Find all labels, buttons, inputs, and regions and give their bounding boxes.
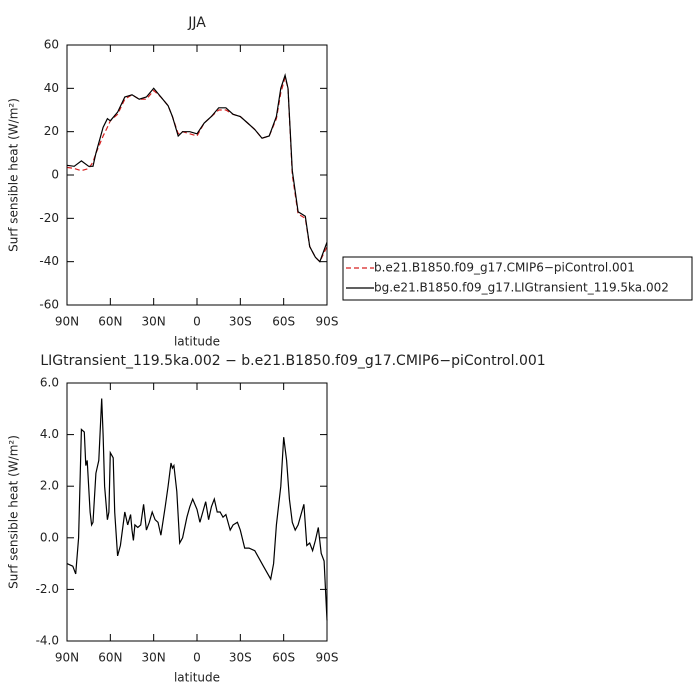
- x-tick-label: 30S: [229, 651, 252, 665]
- y-axis-label: Surf sensible heat (W/m²): [7, 98, 21, 252]
- y-tick-label: 40: [44, 81, 59, 95]
- legend-box: [342, 256, 693, 301]
- data-line: [66, 398, 328, 621]
- x-tick-label: 60N: [98, 315, 122, 329]
- data-line: [66, 73, 328, 263]
- y-tick-label: 6.0: [40, 376, 59, 390]
- y-tick-label: -2.0: [36, 582, 59, 596]
- x-tick-label: 60S: [272, 651, 295, 665]
- chart-title: LIGtransient_119.5ka.002 − b.e21.B1850.f…: [40, 353, 545, 369]
- x-tick-label: 30N: [142, 315, 166, 329]
- x-tick-label: 0: [193, 651, 201, 665]
- y-tick-label: -60: [39, 298, 59, 312]
- y-tick-label: 20: [44, 124, 59, 138]
- y-tick-label: 4.0: [40, 427, 59, 441]
- y-axis-label: Surf sensible heat (W/m²): [7, 435, 21, 589]
- y-tick-label: 0: [51, 168, 59, 182]
- y-tick-label: -20: [39, 211, 59, 225]
- y-tick-label: -40: [39, 254, 59, 268]
- legend-label: bg.e21.B1850.f09_g17.LIGtransient_119.5k…: [374, 281, 669, 295]
- x-tick-label: 0: [193, 315, 201, 329]
- legend-label: b.e21.B1850.f09_g17.CMIP6−piControl.001: [374, 261, 635, 275]
- x-tick-label: 90S: [316, 651, 339, 665]
- y-tick-label: -4.0: [36, 634, 59, 648]
- x-axis-label: latitude: [174, 335, 220, 349]
- x-axis-label: latitude: [174, 671, 220, 685]
- plot-frame: [66, 382, 328, 642]
- x-tick-label: 60S: [272, 315, 295, 329]
- x-tick-label: 90N: [55, 651, 79, 665]
- y-tick-label: 2.0: [40, 479, 59, 493]
- x-tick-label: 90N: [55, 315, 79, 329]
- x-tick-label: 90S: [316, 315, 339, 329]
- y-tick-label: 60: [44, 38, 59, 52]
- x-tick-label: 30N: [142, 651, 166, 665]
- y-tick-label: 0.0: [40, 530, 59, 544]
- data-line: [66, 75, 328, 263]
- x-tick-label: 60N: [98, 651, 122, 665]
- x-tick-label: 30S: [229, 315, 252, 329]
- plot-frame: [66, 44, 328, 306]
- chart-title: JJA: [187, 15, 206, 31]
